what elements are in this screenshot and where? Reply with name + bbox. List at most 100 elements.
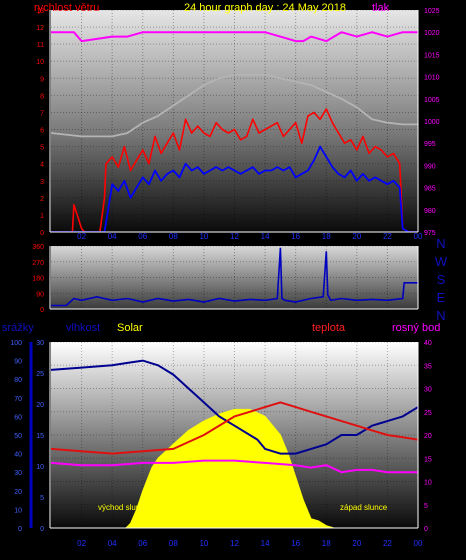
bot-right-tick-label: 5 <box>424 503 428 510</box>
humidity-tick-label: 5 <box>40 495 44 502</box>
mid-tick-label: 180 <box>32 276 44 283</box>
dewpoint-line <box>51 459 418 474</box>
graph-title: 24 hour graph day : 24 May 2018 <box>184 2 346 14</box>
top-x-tick-label: 16 <box>291 232 300 241</box>
wind-direction-line <box>51 247 418 307</box>
top-right-tick-label: 1025 <box>424 8 440 15</box>
humidity-label: vlhkost <box>66 322 100 334</box>
top-x-tick-label: 18 <box>322 232 331 241</box>
top-x-tick-label: 14 <box>261 232 270 241</box>
bot-right-tick-label: 20 <box>424 433 432 440</box>
direction-n-top: N <box>436 236 445 251</box>
direction-w: W <box>435 254 448 269</box>
direction-n-bottom: N <box>436 308 445 323</box>
precip-tick-label: 50 <box>14 433 22 440</box>
precip-tick-label: 90 <box>14 359 22 366</box>
humidity-tick-label: 20 <box>36 402 44 409</box>
top-x-tick-label: 08 <box>169 232 178 241</box>
humidity-tick-label: 15 <box>36 433 44 440</box>
precip-tick-label: 20 <box>14 489 22 496</box>
solar-label: Solar <box>117 322 143 334</box>
solar-area <box>51 408 418 528</box>
top-left-tick-label: 10 <box>36 59 44 66</box>
bot-right-tick-label: 35 <box>424 363 432 370</box>
bot-x-tick-label: 12 <box>230 539 239 548</box>
temperature-label: teplota <box>312 322 346 334</box>
bot-right-tick-label: 15 <box>424 456 432 463</box>
mid-tick-label: 0 <box>40 307 44 314</box>
top-left-tick-label: 12 <box>36 25 44 32</box>
bot-right-tick-label: 30 <box>424 387 432 394</box>
sunset-label: západ slunce <box>340 503 388 512</box>
pressure-line <box>51 31 418 43</box>
outdoor-line <box>51 74 418 138</box>
precip-tick-label: 0 <box>18 526 22 533</box>
bot-right-tick-label: 10 <box>424 480 432 487</box>
top-right-tick-label: 990 <box>424 163 436 170</box>
top-right-tick-label: 995 <box>424 141 436 148</box>
precip-tick-label: 30 <box>14 470 22 477</box>
bot-right-tick-label: 0 <box>424 526 428 533</box>
pressure-label: tlak <box>372 2 390 14</box>
top-left-tick-label: 11 <box>37 42 44 49</box>
wind-avg-line <box>51 145 418 232</box>
precip-label: srážky <box>2 322 34 334</box>
precip-tick-label: 70 <box>14 396 22 403</box>
humidity-tick-label: 0 <box>40 526 44 533</box>
humidity-tick-label: 30 <box>36 340 44 347</box>
wind-speed-label: rychlost větru <box>34 2 99 14</box>
top-right-tick-label: 980 <box>424 208 436 215</box>
middle-panel-bg <box>51 246 418 309</box>
top-x-tick-label: 06 <box>138 232 147 241</box>
top-x-tick-label: 04 <box>108 232 117 241</box>
top-right-tick-label: 1010 <box>424 75 440 82</box>
bot-x-tick-label: 02 <box>77 539 86 548</box>
mid-tick-label: 270 <box>32 260 44 267</box>
top-x-tick-label: 02 <box>77 232 86 241</box>
top-left-tick-label: 4 <box>40 162 44 169</box>
mid-tick-label: 360 <box>32 244 44 251</box>
bot-x-tick-label: 10 <box>199 539 208 548</box>
top-left-tick-label: 7 <box>40 110 44 117</box>
direction-s: S <box>437 272 446 287</box>
bot-right-tick-label: 25 <box>424 410 432 417</box>
top-right-tick-label: 1005 <box>424 97 440 104</box>
bot-x-tick-label: 06 <box>138 539 147 548</box>
top-x-tick-label: 00 <box>414 232 423 241</box>
top-left-tick-label: 3 <box>40 179 44 186</box>
bot-x-tick-label: 18 <box>322 539 331 548</box>
humidity-tick-label: 25 <box>36 371 44 378</box>
wind-speed-line <box>51 108 418 232</box>
humidity-tick-label: 10 <box>36 464 44 471</box>
top-x-tick-label: 22 <box>383 232 392 241</box>
top-left-tick-label: 1 <box>40 213 44 220</box>
precip-tick-label: 100 <box>10 340 22 347</box>
bot-x-tick-label: 16 <box>291 539 300 548</box>
top-right-tick-label: 975 <box>424 230 436 237</box>
top-left-tick-label: 5 <box>40 145 44 152</box>
top-left-tick-label: 8 <box>40 93 44 100</box>
direction-e: E <box>437 290 446 305</box>
top-x-tick-label: 12 <box>230 232 239 241</box>
precip-tick-label: 40 <box>14 452 22 459</box>
temperature-line <box>51 401 418 455</box>
top-left-tick-label: 13 <box>36 8 44 15</box>
precip-tick-label: 60 <box>14 414 22 421</box>
bot-right-tick-label: 40 <box>424 340 432 347</box>
top-left-tick-label: 9 <box>40 76 44 83</box>
sunrise-label: východ slunce <box>98 503 149 512</box>
top-left-tick-label: 2 <box>40 196 44 203</box>
top-right-tick-label: 985 <box>424 186 436 193</box>
precip-tick-label: 10 <box>14 507 22 514</box>
bot-x-tick-label: 22 <box>383 539 392 548</box>
humidity-line <box>51 359 418 455</box>
top-x-tick-label: 10 <box>199 232 208 241</box>
dewpoint-label: rosný bod <box>392 322 440 334</box>
bot-x-tick-label: 08 <box>169 539 178 548</box>
precip-tick-label: 80 <box>14 377 22 384</box>
bot-x-tick-label: 14 <box>261 539 270 548</box>
top-left-tick-label: 0 <box>40 230 44 237</box>
mid-tick-label: 90 <box>36 291 44 298</box>
